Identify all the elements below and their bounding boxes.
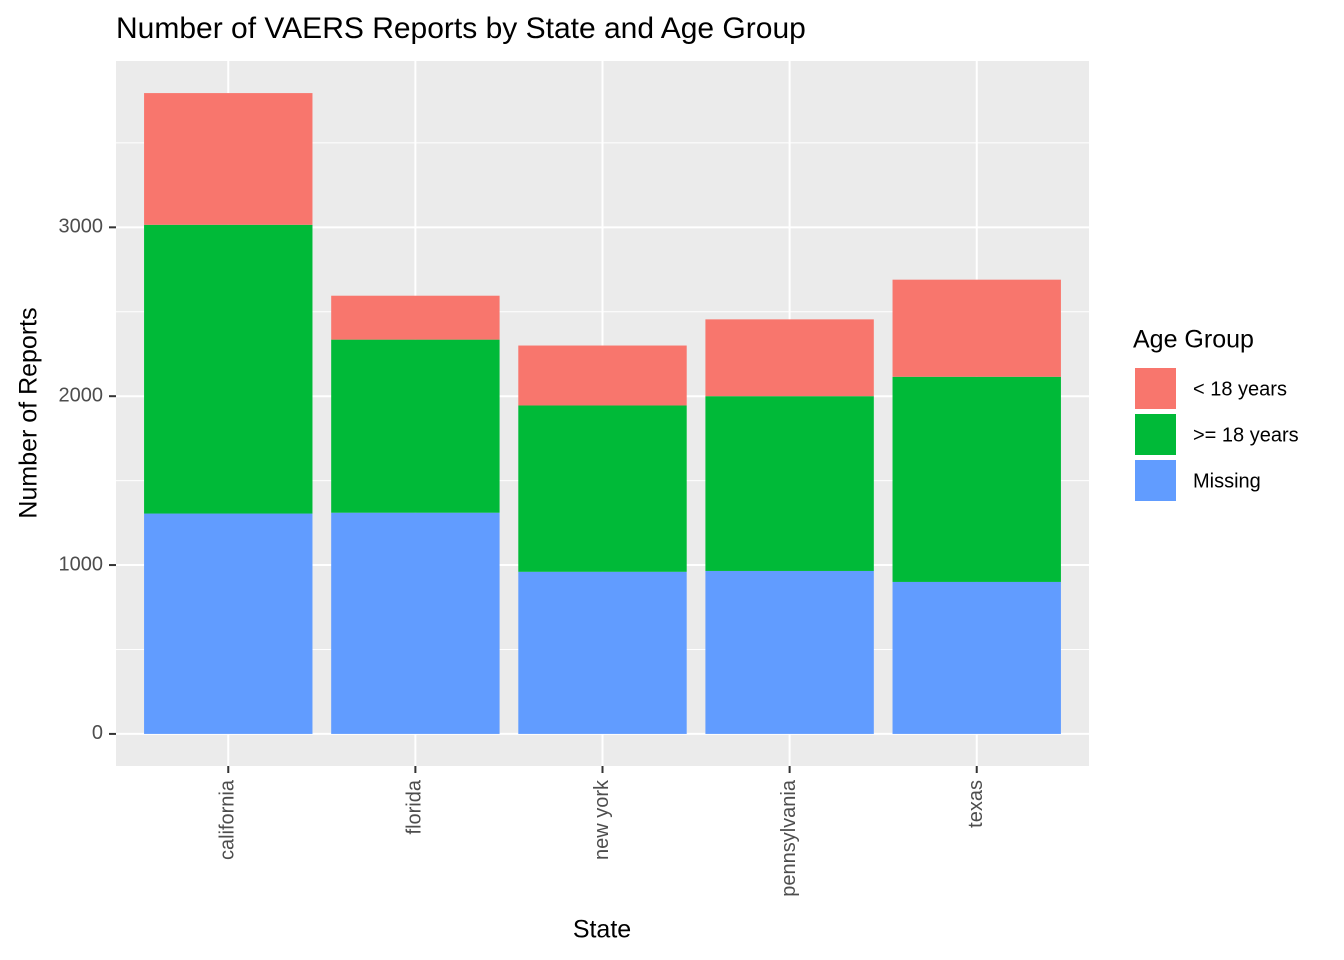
legend-title: Age Group: [1133, 326, 1254, 354]
bar-segment: [705, 570, 874, 734]
x-tick-label: florida: [404, 779, 426, 834]
bar-segment: [892, 581, 1061, 734]
bar-segment: [518, 571, 687, 734]
legend-key: [1133, 366, 1178, 411]
bar-segment: [518, 405, 687, 572]
x-tick-label: new york: [591, 779, 613, 860]
x-tick-label: pennsylvania: [778, 779, 800, 897]
legend-key: [1133, 458, 1178, 503]
y-tick-label: 1000: [59, 553, 104, 575]
bar-segment: [705, 319, 874, 397]
x-tick-label: texas: [965, 780, 987, 828]
bar-segment: [144, 93, 313, 225]
bar-segment: [892, 376, 1061, 582]
legend-key: [1133, 412, 1178, 457]
bar-segment: [331, 339, 500, 513]
legend-label: Missing: [1193, 470, 1261, 492]
x-axis-title: State: [573, 916, 631, 944]
bar-segment: [892, 279, 1061, 377]
x-tick-label: california: [217, 779, 239, 860]
bar-segment: [331, 512, 500, 734]
bar-segment: [144, 513, 313, 734]
y-tick-label: 0: [92, 722, 103, 744]
bar-segment: [144, 224, 313, 514]
bar-segment: [518, 345, 687, 406]
bar-segment: [705, 396, 874, 571]
legend-label: >= 18 years: [1193, 424, 1299, 446]
y-axis-title: Number of Reports: [15, 307, 43, 518]
chart-title: Number of VAERS Reports by State and Age…: [116, 12, 806, 45]
legend-label: < 18 years: [1193, 378, 1287, 400]
y-tick-label: 2000: [59, 384, 104, 406]
y-tick-label: 3000: [59, 216, 104, 238]
bar-segment: [331, 295, 500, 340]
